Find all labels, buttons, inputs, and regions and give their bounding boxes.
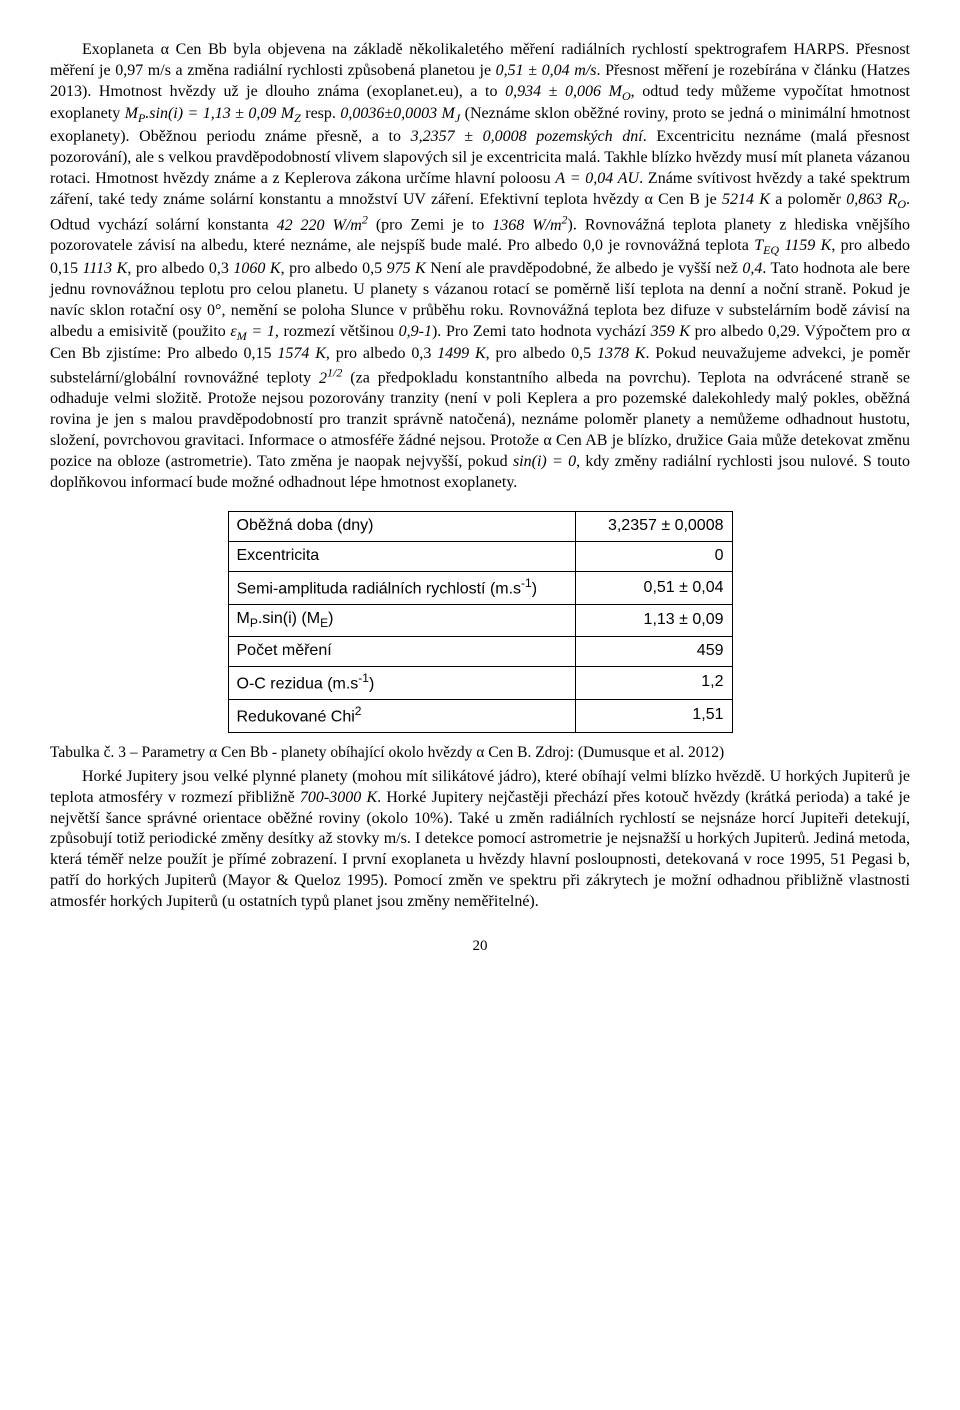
value: 975 K [387, 260, 426, 277]
parameters-table-wrap: Oběžná doba (dny) 3,2357 ± 0,0008 Excent… [50, 511, 910, 733]
parameters-table: Oběžná doba (dny) 3,2357 ± 0,0008 Excent… [228, 511, 733, 733]
table-label: Semi-amplituda radiálních rychlostí (m.s… [228, 571, 575, 604]
table-row: MP.sin(i) (ME) 1,13 ± 0,09 [228, 605, 732, 637]
value: 21/2 [319, 370, 342, 387]
table-row: Oběžná doba (dny) 3,2357 ± 0,0008 [228, 512, 732, 542]
value: 0,934 ± 0,006 MO [505, 83, 631, 100]
value: 42 220 W/m2 [277, 217, 368, 234]
table-value: 0,51 ± 0,04 [575, 571, 732, 604]
table-row: Excentricita 0 [228, 542, 732, 572]
table-label: O-C rezidua (m.s-1) [228, 666, 575, 699]
text: ). Pro Zemi tato hodnota vychází [432, 323, 651, 340]
table-label: Oběžná doba (dny) [228, 512, 575, 542]
table-caption: Tabulka č. 3 – Parametry α Cen Bb - plan… [50, 743, 910, 763]
table-value: 1,51 [575, 699, 732, 732]
value: 5214 K [722, 191, 770, 208]
value: 1574 K [277, 345, 326, 362]
table-value: 3,2357 ± 0,0008 [575, 512, 732, 542]
table-label: Excentricita [228, 542, 575, 572]
page-number: 20 [50, 937, 910, 957]
value: 0,863 RO [846, 191, 906, 208]
text: , pro albedo 0,3 [127, 260, 233, 277]
table-row: Semi-amplituda radiálních rychlostí (m.s… [228, 571, 732, 604]
table-value: 0 [575, 542, 732, 572]
value: 0,51 ± 0,04 m/s [496, 62, 597, 79]
value: 1113 K [83, 260, 128, 277]
text: . Horké Jupitery nejčastěji přechází pře… [50, 789, 910, 910]
value: 1368 W/m2 [492, 217, 567, 234]
body-paragraph-2: Horké Jupitery jsou velké plynné planety… [50, 767, 910, 913]
value: sin(i) = 0 [513, 453, 576, 470]
text: , rozmezí většinou [275, 323, 399, 340]
value: 0,4 [742, 260, 762, 277]
text: a poloměr [770, 191, 846, 208]
table-value: 459 [575, 636, 732, 666]
table-row: Počet měření 459 [228, 636, 732, 666]
value: εM = 1 [230, 323, 274, 340]
table-row: Redukované Chi2 1,51 [228, 699, 732, 732]
value: 359 K [651, 323, 690, 340]
table-value: 1,2 [575, 666, 732, 699]
body-paragraph-1: Exoplaneta α Cen Bb byla objevena na zák… [50, 40, 910, 493]
value: 700-3000 K [300, 789, 377, 806]
text: (pro Zemi je to [368, 217, 492, 234]
value: 0,0036±0,0003 MJ [340, 105, 460, 122]
table-row: O-C rezidua (m.s-1) 1,2 [228, 666, 732, 699]
value: 3,2357 ± 0,0008 pozemských dní [411, 128, 643, 145]
table-label: MP.sin(i) (ME) [228, 605, 575, 637]
text: , pro albedo 0,3 [326, 345, 437, 362]
value: 0,9-1 [399, 323, 432, 340]
value: 1499 K [437, 345, 486, 362]
text: , pro albedo 0,5 [281, 260, 387, 277]
table-label: Počet měření [228, 636, 575, 666]
text: , pro albedo 0,5 [486, 345, 597, 362]
value: 1378 K [597, 345, 646, 362]
table-value: 1,13 ± 0,09 [575, 605, 732, 637]
value: 1060 K [233, 260, 280, 277]
text: Není ale pravděpodobné, že albedo je vyš… [426, 260, 743, 277]
value: A = 0,04 AU [555, 170, 639, 187]
table-label: Redukované Chi2 [228, 699, 575, 732]
value: TEQ 1159 K [754, 237, 831, 254]
text: resp. [301, 105, 341, 122]
value: MP.sin(i) = 1,13 ± 0,09 MZ [125, 105, 301, 122]
